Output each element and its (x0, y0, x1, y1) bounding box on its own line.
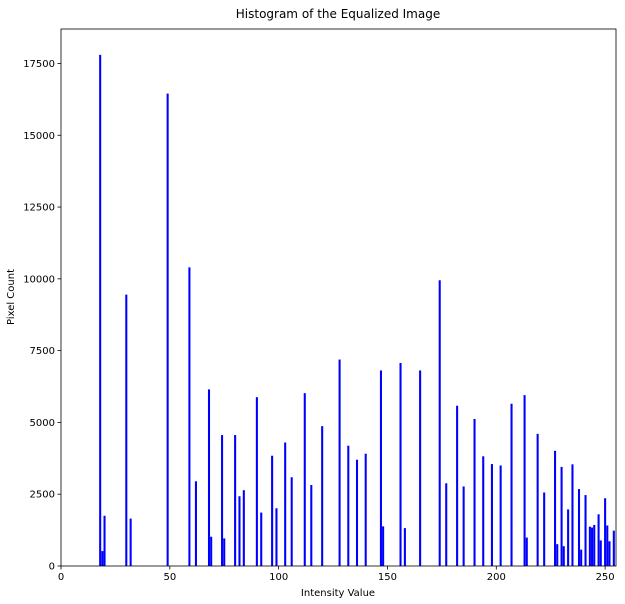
histogram-bar (284, 442, 287, 566)
y-tick-label: 12500 (23, 203, 55, 214)
y-tick-label: 10000 (23, 274, 55, 285)
histogram-bar (591, 527, 594, 566)
x-axis: 0 50 100 150 200 250 (58, 566, 615, 583)
y-tick-label: 17500 (23, 59, 55, 70)
histogram-bar (101, 551, 104, 566)
x-tick-label: 50 (163, 572, 176, 583)
y-axis: 0 2500 5000 7500 10000 12500 15000 17500 (23, 59, 61, 573)
histogram-bar (399, 362, 402, 566)
histogram-bar (347, 445, 350, 566)
histogram-bar (536, 433, 539, 566)
histogram-bar (556, 544, 559, 566)
histogram-bar (242, 490, 245, 566)
histogram-bar (584, 495, 587, 566)
y-tick-label: 2500 (30, 490, 55, 501)
histogram-bar (303, 393, 306, 566)
histogram-bar (290, 477, 293, 566)
histogram-bar (275, 508, 278, 566)
histogram-bar (207, 389, 211, 566)
histogram-bar (543, 492, 546, 566)
x-tick-label: 100 (269, 572, 288, 583)
y-axis-label: Pixel Count (6, 269, 17, 325)
histogram-bar (221, 435, 224, 566)
histogram-bar (210, 536, 213, 566)
y-tick-label: 0 (49, 562, 55, 573)
histogram-bar (523, 395, 526, 566)
x-tick-label: 150 (378, 572, 397, 583)
y-tick-label: 7500 (30, 346, 55, 357)
x-tick-label: 0 (58, 572, 64, 583)
histogram-bar (499, 465, 502, 566)
histogram-bar (125, 294, 128, 566)
histogram-bar (419, 370, 422, 566)
histogram-bar (103, 515, 106, 566)
histogram-bar (445, 483, 448, 566)
histogram-bar (580, 549, 583, 566)
histogram-bar (606, 525, 609, 566)
y-tick-label: 5000 (30, 418, 55, 429)
histogram-bar (238, 496, 241, 566)
histogram-bar (234, 435, 237, 566)
x-axis-label: Intensity Value (301, 588, 375, 599)
histogram-bar (194, 481, 197, 566)
histogram-bar (255, 397, 258, 566)
histogram-bar (510, 403, 513, 566)
histogram-bar (482, 456, 485, 566)
histogram-bar (364, 453, 367, 566)
histogram-bar (223, 538, 226, 566)
histogram-bar (525, 537, 528, 566)
histogram-bar (608, 541, 611, 566)
histogram-bar (588, 526, 591, 566)
histogram-bar (577, 489, 581, 566)
bars-group (99, 54, 615, 567)
histogram-bar (599, 540, 602, 566)
histogram-bar (562, 546, 565, 566)
histogram-bar (490, 464, 493, 566)
chart-title: Histogram of the Equalized Image (236, 7, 440, 21)
histogram-bar (310, 485, 313, 566)
histogram-bar (403, 528, 406, 566)
histogram-bar (355, 459, 359, 566)
histogram-bar (382, 526, 385, 566)
histogram-bar (271, 455, 274, 566)
histogram-bar (129, 518, 132, 566)
histogram-bar (166, 93, 169, 567)
histogram-bar (473, 418, 476, 566)
histogram-bar (260, 512, 263, 566)
histogram-bar (567, 509, 570, 566)
histogram-bar (188, 267, 191, 566)
histogram-bar (379, 370, 382, 566)
histogram-bar (554, 450, 557, 566)
x-tick-label: 200 (487, 572, 506, 583)
histogram-bar (560, 466, 563, 566)
y-tick-label: 15000 (23, 131, 55, 142)
histogram-bar (571, 464, 574, 566)
histogram-bar (321, 426, 324, 566)
x-tick-label: 250 (596, 572, 615, 583)
histogram-bar (597, 514, 600, 566)
histogram-bar (438, 280, 441, 566)
histogram-bar (612, 530, 615, 566)
histogram-bar (99, 54, 102, 567)
histogram-bar (593, 524, 596, 566)
histogram-bar (462, 486, 465, 566)
histogram-bar (456, 405, 459, 566)
histogram-bar (604, 498, 607, 566)
histogram-bar (338, 359, 341, 566)
plot-area-frame (60, 28, 617, 567)
